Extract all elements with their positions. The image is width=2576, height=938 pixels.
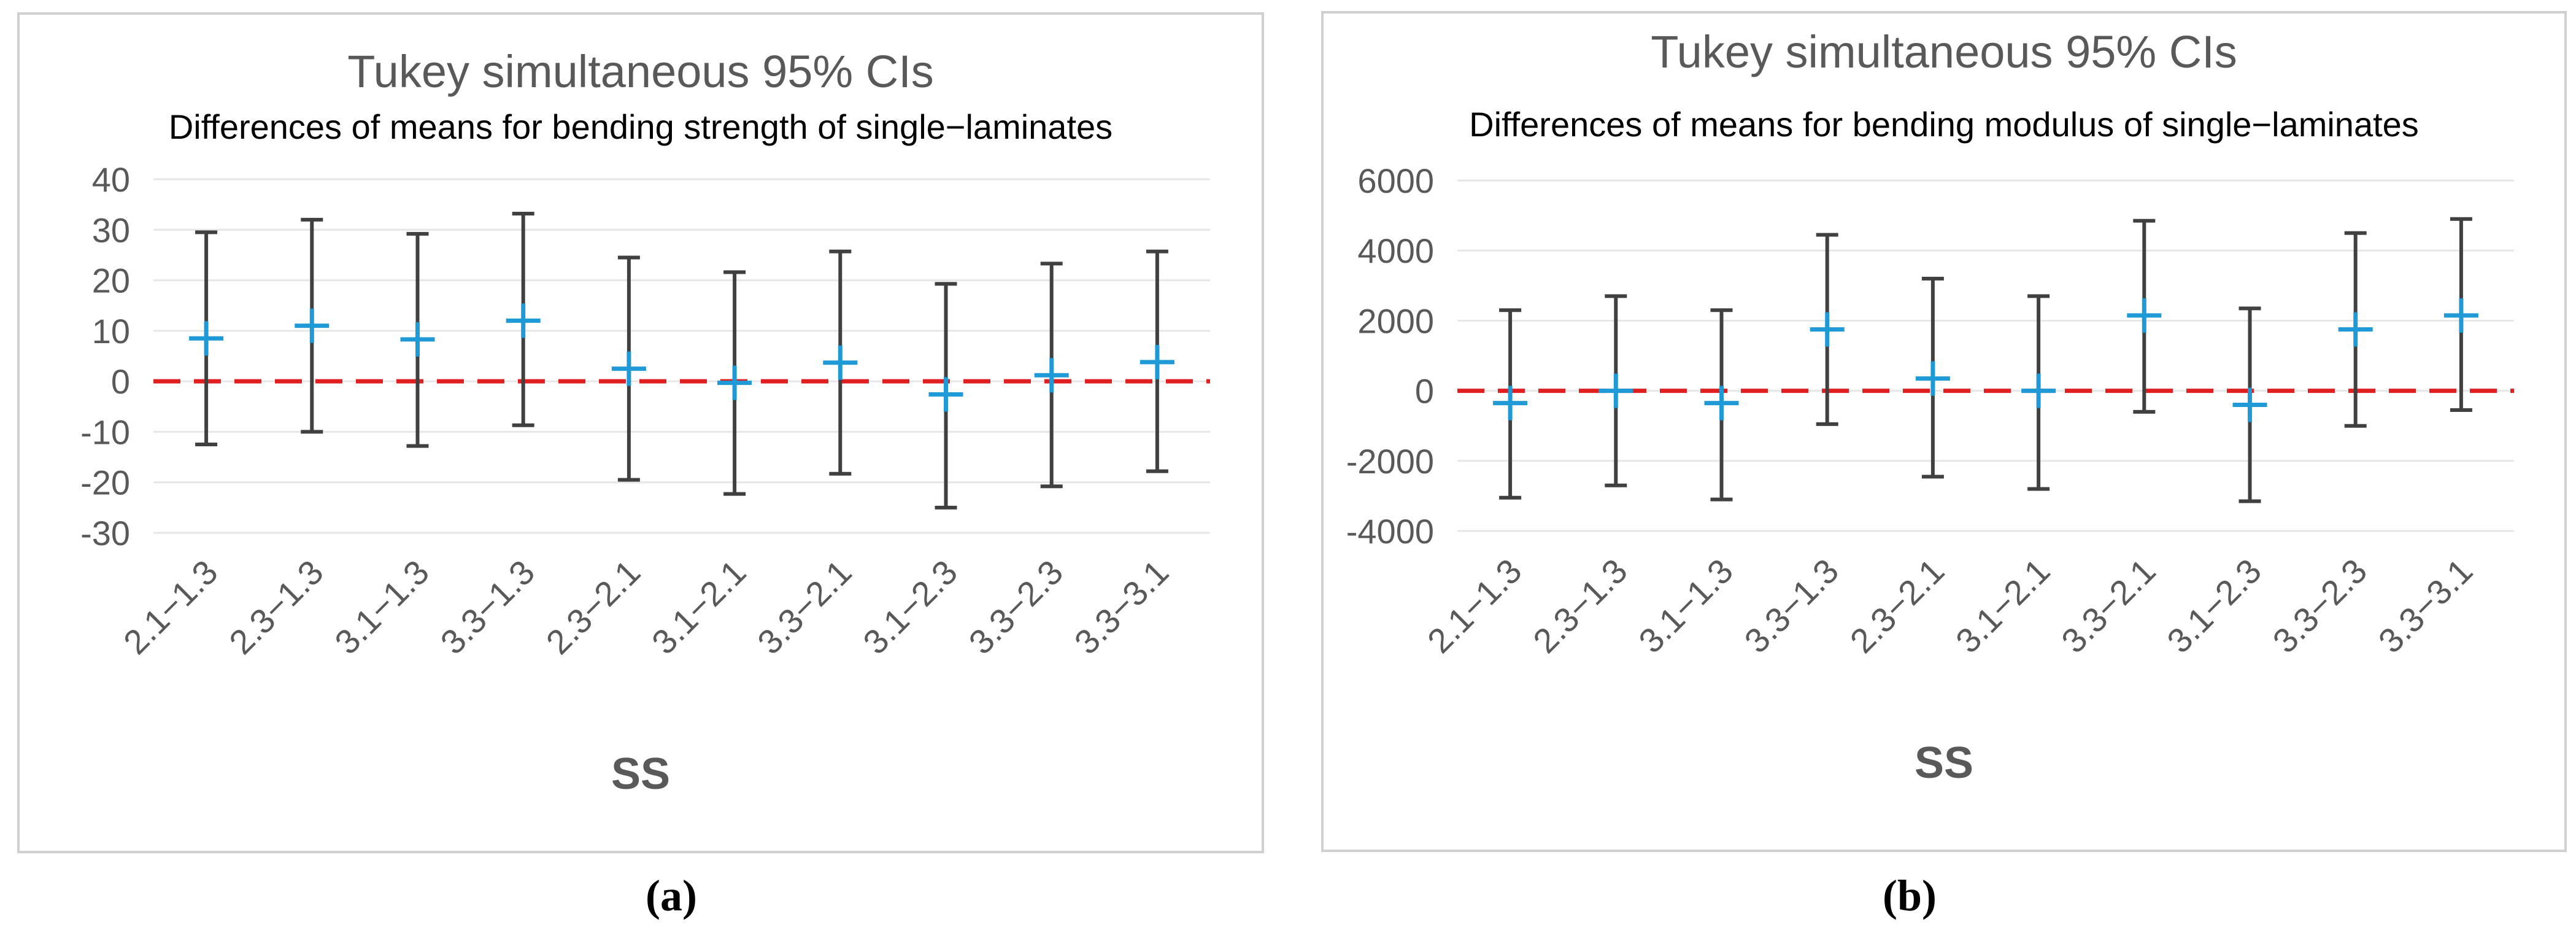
x-tick-label: 2.1−1.3 [116, 552, 225, 662]
y-tick-label: 0 [111, 362, 130, 401]
x-tick-label: 3.1−1.3 [327, 552, 436, 662]
x-tick-label: 3.3−2.3 [961, 552, 1070, 662]
y-tick-label: 0 [1415, 372, 1434, 411]
chart-subtitle: Differences of means for bending modulus… [1469, 105, 2419, 144]
y-tick-label: 40 [92, 160, 130, 199]
x-tick-label: 3.1−2.3 [855, 552, 965, 662]
y-tick-label: 20 [92, 262, 130, 300]
x-tick-label: 3.3−1.3 [1737, 551, 1846, 661]
x-tick-label: 2.1−1.3 [1420, 551, 1529, 661]
x-tick-label: 3.1−1.3 [1631, 551, 1740, 661]
y-tick-label: 10 [92, 312, 130, 351]
x-tick-label: 3.3−1.3 [433, 552, 542, 662]
x-axis-label: SS [1914, 738, 1974, 788]
y-tick-label: -4000 [1346, 512, 1434, 551]
y-tick-label: -2000 [1346, 442, 1434, 481]
chart-title: Tukey simultaneous 95% CIs [1651, 26, 2237, 77]
x-axis-label: SS [611, 750, 671, 799]
plot-area: -30-20-100102030402.1−1.32.3−1.33.1−1.33… [80, 160, 1210, 662]
x-tick-label: 3.3−3.1 [2371, 551, 2480, 661]
x-tick-label: 2.3−2.1 [1843, 551, 1952, 661]
y-tick-label: -30 [80, 514, 130, 552]
x-tick-label: 3.3−2.1 [2054, 551, 2163, 661]
y-tick-label: 6000 [1357, 161, 1434, 200]
panel-label-a: (a) [646, 871, 697, 920]
x-tick-label: 2.3−2.1 [539, 552, 648, 662]
x-tick-label: 3.1−2.1 [1948, 551, 2057, 661]
x-tick-label: 2.3−1.3 [1525, 551, 1635, 661]
panel-label-b: (b) [1883, 871, 1937, 920]
x-tick-label: 3.3−2.3 [2265, 551, 2374, 661]
y-tick-label: 4000 [1357, 231, 1434, 270]
y-tick-label: -10 [80, 413, 130, 451]
chart-panel-a: Tukey simultaneous 95% CIs Differences o… [17, 12, 1264, 853]
x-tick-label: 3.1−2.1 [644, 552, 754, 662]
x-tick-label: 3.3−2.1 [750, 552, 859, 662]
chart-title: Tukey simultaneous 95% CIs [347, 46, 934, 97]
y-tick-label: 30 [92, 211, 130, 249]
x-tick-label: 2.3−1.3 [222, 552, 331, 662]
plot-area: -4000-200002000400060002.1−1.32.3−1.33.1… [1346, 161, 2514, 661]
x-tick-label: 3.3−3.1 [1067, 552, 1176, 662]
y-tick-label: 2000 [1357, 301, 1434, 340]
x-tick-label: 3.1−2.3 [2159, 551, 2269, 661]
chart-subtitle: Differences of means for bending strengt… [168, 107, 1113, 146]
y-tick-label: -20 [80, 463, 130, 502]
chart-panel-b: Tukey simultaneous 95% CIs Differences o… [1321, 11, 2567, 852]
